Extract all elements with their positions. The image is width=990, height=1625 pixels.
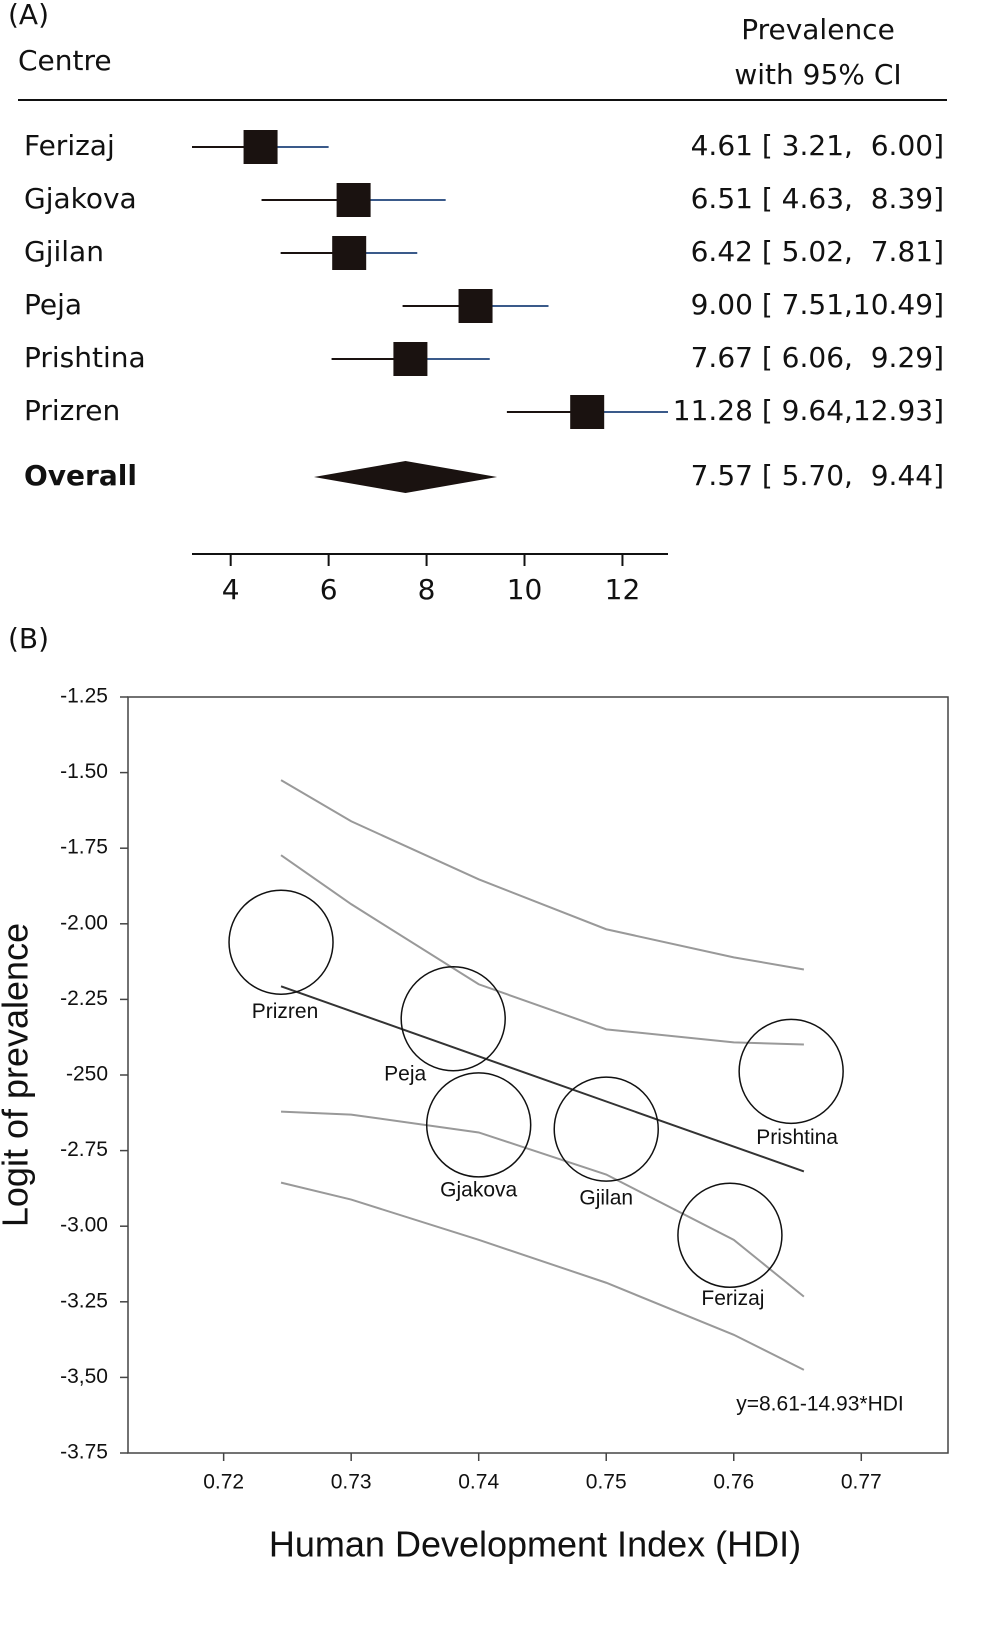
row-label: Gjakova bbox=[24, 182, 137, 215]
bubble bbox=[553, 1076, 659, 1182]
panel-label: (B) bbox=[8, 622, 49, 655]
x-tick-label: 0.72 bbox=[203, 1471, 244, 1494]
x-tick-label: 0.77 bbox=[841, 1471, 882, 1494]
fit-line bbox=[280, 985, 805, 1173]
fit-equation: y=8.61-14.93*HDI bbox=[736, 1393, 904, 1416]
bubble bbox=[425, 1072, 532, 1178]
x-tick-label: 0.74 bbox=[458, 1471, 499, 1494]
x-tick-label: 0.73 bbox=[331, 1471, 372, 1494]
x-tick-label: 0.75 bbox=[586, 1471, 627, 1494]
y-tick-label: -2.25 bbox=[60, 987, 108, 1010]
point-label: Ferizaj bbox=[701, 1287, 764, 1310]
estimate-box bbox=[332, 236, 367, 270]
y-tick-label: -2.00 bbox=[60, 911, 108, 934]
x-tick-label: 6 bbox=[320, 573, 338, 606]
x-tick-label: 0.76 bbox=[713, 1471, 754, 1494]
value-label: 6.51 [ 4.63, 8.39] bbox=[691, 182, 944, 215]
y-tick-label: -3,50 bbox=[60, 1365, 108, 1388]
x-tick-label: 10 bbox=[507, 573, 543, 606]
y-tick-label: -3.75 bbox=[60, 1441, 108, 1464]
point-label: Prizren bbox=[252, 1000, 319, 1023]
point-label: Gjakova bbox=[440, 1178, 517, 1201]
overall-diamond bbox=[313, 461, 498, 493]
panel-label: (A) bbox=[8, 0, 49, 31]
y-tick-label: -1.75 bbox=[60, 836, 108, 859]
bubble bbox=[228, 889, 334, 995]
value-label: 7.57 [ 5.70, 9.44] bbox=[691, 459, 944, 492]
confidence-band bbox=[280, 779, 805, 971]
estimate-box bbox=[458, 289, 493, 323]
y-tick-label: -250 bbox=[66, 1063, 108, 1086]
row-label: Prishtina bbox=[24, 341, 146, 374]
row-label: Overall bbox=[24, 459, 137, 492]
row-label: Gjilan bbox=[24, 235, 104, 268]
value-label: 6.42 [ 5.02, 7.81] bbox=[691, 235, 944, 268]
point-label: Peja bbox=[384, 1062, 426, 1085]
y-tick-label: -3.00 bbox=[60, 1214, 108, 1237]
row-label: Ferizaj bbox=[24, 129, 115, 162]
value-label: 7.67 [ 6.06, 9.29] bbox=[691, 341, 944, 374]
y-tick-label: -1.25 bbox=[60, 685, 108, 708]
x-axis-label: Human Development Index (HDI) bbox=[269, 1524, 801, 1565]
estimate-box bbox=[570, 395, 605, 429]
x-tick-label: 8 bbox=[418, 573, 436, 606]
estimate-box bbox=[336, 183, 371, 217]
row-label: Peja bbox=[24, 288, 82, 321]
y-axis-label: Logit of prevalence bbox=[0, 923, 36, 1227]
value-label: 9.00 [ 7.51,10.49] bbox=[691, 288, 944, 321]
confidence-band bbox=[280, 854, 804, 1046]
point-label: Gjilan bbox=[579, 1187, 633, 1210]
bubble bbox=[677, 1182, 783, 1289]
x-tick-label: 12 bbox=[605, 573, 641, 606]
plot-frame bbox=[127, 696, 949, 1454]
value-label: 11.28 [ 9.64,12.93] bbox=[673, 394, 944, 427]
value-label: 4.61 [ 3.21, 6.00] bbox=[691, 129, 944, 162]
estimate-box bbox=[393, 342, 428, 376]
y-tick-label: -1.50 bbox=[60, 760, 108, 783]
column-header: Centre bbox=[18, 44, 112, 77]
y-tick-label: -2.75 bbox=[60, 1138, 108, 1161]
column-header: Prevalence bbox=[741, 13, 895, 46]
row-label: Prizren bbox=[24, 394, 120, 427]
bubble bbox=[400, 966, 506, 1072]
column-header: with 95% CI bbox=[734, 58, 901, 91]
bubble bbox=[738, 1018, 844, 1125]
x-tick-label: 4 bbox=[222, 573, 240, 606]
estimate-box bbox=[243, 130, 278, 164]
confidence-band bbox=[280, 1110, 805, 1298]
y-tick-label: -3.25 bbox=[60, 1289, 108, 1312]
point-label: Prishtina bbox=[756, 1126, 838, 1149]
confidence-band bbox=[280, 1181, 805, 1371]
